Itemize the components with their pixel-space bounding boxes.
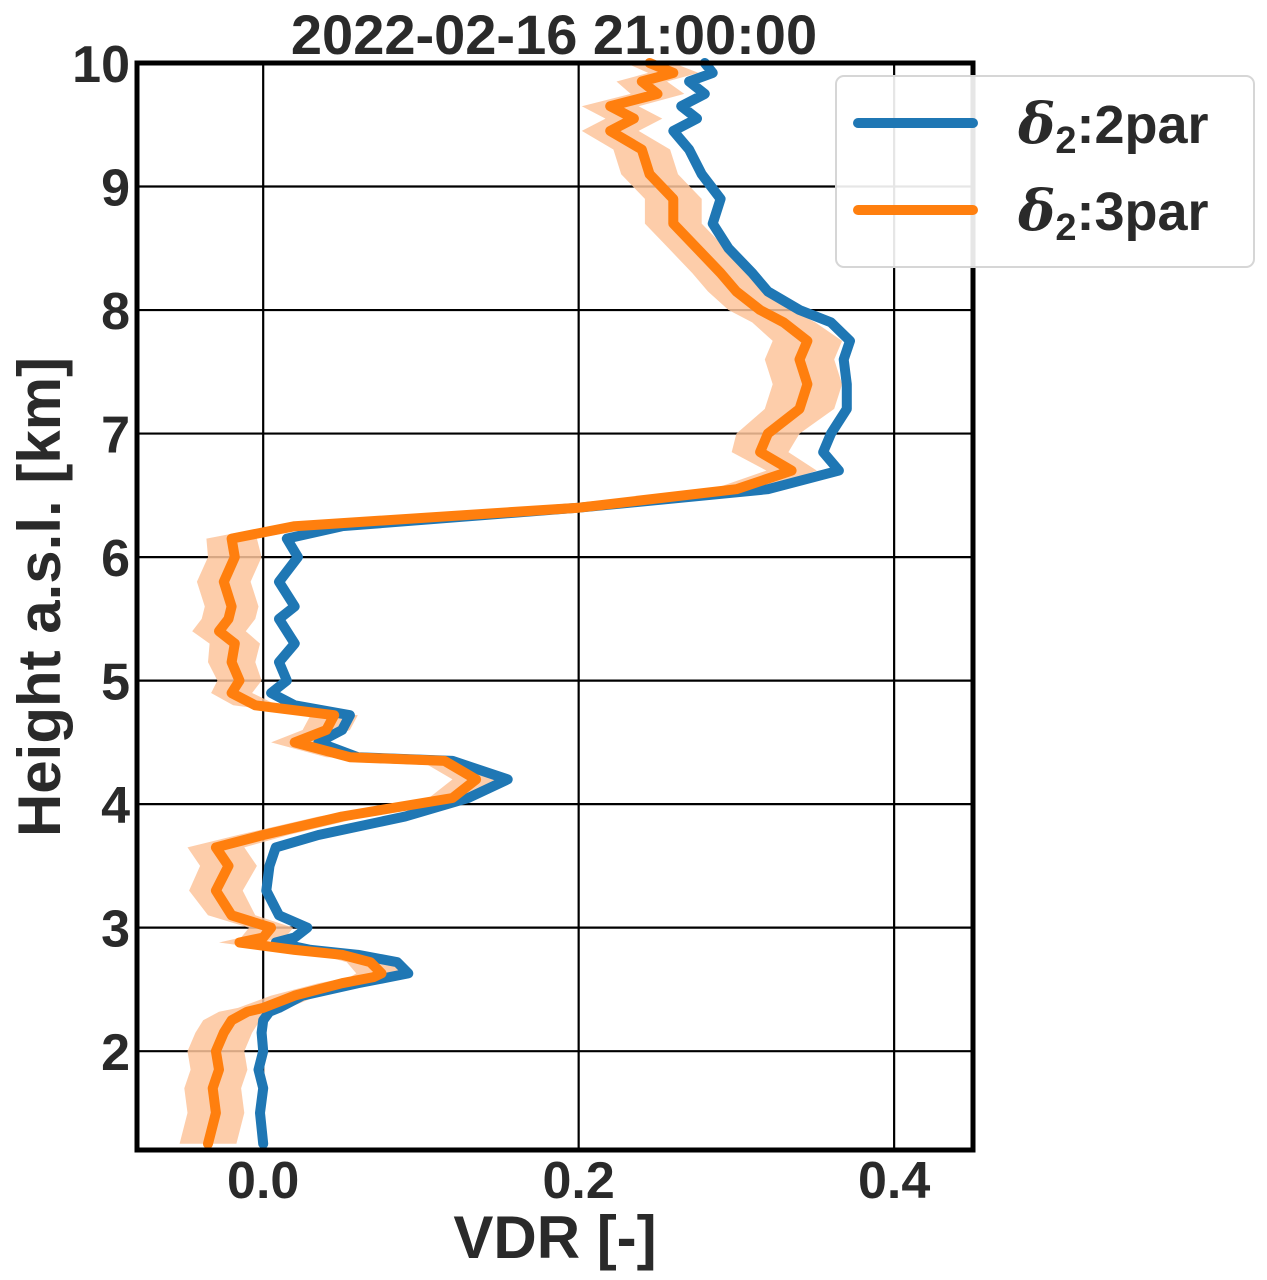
series-line-1	[253, 58, 855, 1149]
x-tick-label: 0.0	[227, 1152, 299, 1210]
y-tick-label: 9	[101, 160, 130, 218]
y-tick-label: 2	[101, 1024, 130, 1082]
uncertainty-band-2	[179, 63, 843, 1144]
legend-label-1: δ2:2par	[1017, 91, 1209, 162]
x-tick-labels: 0.0 0.2 0.4	[227, 1152, 930, 1210]
uncertainty-bands	[179, 63, 843, 1144]
y-tick-label: 7	[101, 407, 130, 465]
series-lines	[203, 58, 855, 1149]
legend: δ2:2par δ2:3par	[835, 75, 1255, 268]
legend-label-2: δ2:3par	[1017, 178, 1209, 249]
y-tick-labels: 2 3 4 5 6 7 8 9 10	[72, 36, 130, 1082]
y-tick-label: 10	[72, 36, 130, 94]
x-axis-label: VDR [-]	[453, 1204, 656, 1271]
x-tick-label: 0.4	[858, 1152, 930, 1210]
y-tick-label: 4	[101, 777, 130, 835]
chart-title: 2022-02-16 21:00:00	[291, 3, 817, 66]
x-tick-label: 0.2	[543, 1152, 615, 1210]
y-tick-label: 3	[101, 901, 130, 959]
y-tick-label: 5	[101, 654, 130, 712]
y-tick-label: 8	[101, 283, 130, 341]
y-tick-label: 6	[101, 530, 130, 588]
y-axis-label: Height a.s.l. [km]	[6, 357, 73, 837]
plot-frame	[134, 60, 976, 1153]
series-line-2	[203, 58, 813, 1149]
